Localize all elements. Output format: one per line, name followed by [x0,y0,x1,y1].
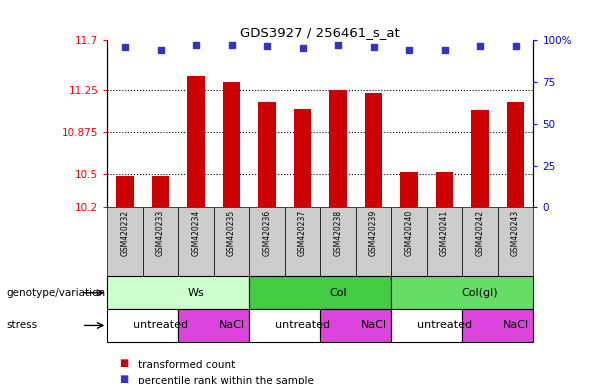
Text: NaCl: NaCl [503,320,528,331]
Bar [178,207,214,276]
Bar [249,309,321,342]
Text: GSM420233: GSM420233 [156,209,165,256]
Text: Col(gl): Col(gl) [462,288,498,298]
Text: GSM420239: GSM420239 [369,209,378,256]
Text: genotype/variation: genotype/variation [6,288,105,298]
Text: untreated: untreated [275,320,330,331]
Bar [294,109,311,207]
Text: GSM420240: GSM420240 [405,209,414,256]
Bar [321,309,391,342]
Text: NaCl: NaCl [360,320,387,331]
Text: Ws: Ws [188,288,204,298]
Bar [107,309,178,342]
Bar [498,207,533,276]
Bar [258,101,276,207]
Bar [249,207,285,276]
Bar [427,207,462,276]
Bar [151,176,169,207]
Text: untreated: untreated [417,320,472,331]
Text: GSM420241: GSM420241 [440,209,449,256]
Bar [107,276,249,309]
Text: percentile rank within the sample: percentile rank within the sample [138,376,314,384]
Bar [462,309,533,342]
Text: GSM420238: GSM420238 [333,209,343,256]
Title: GDS3927 / 256461_s_at: GDS3927 / 256461_s_at [240,26,400,39]
Bar [116,176,134,207]
Bar [223,81,240,207]
Bar [178,309,249,342]
Bar [285,207,321,276]
Text: GSM420232: GSM420232 [121,209,129,256]
Bar [391,276,533,309]
Bar [436,172,454,207]
Bar [214,207,249,276]
Bar [249,276,391,309]
Text: GSM420243: GSM420243 [511,209,520,256]
Bar [107,207,143,276]
Bar [400,172,418,207]
Text: transformed count: transformed count [138,360,235,370]
Text: ■: ■ [120,374,129,384]
Text: ■: ■ [120,358,129,368]
Text: NaCl: NaCl [218,320,245,331]
Bar [143,207,178,276]
Text: GSM420235: GSM420235 [227,209,236,256]
Bar [391,207,427,276]
Bar [391,309,462,342]
Bar [321,207,356,276]
Text: GSM420236: GSM420236 [262,209,272,256]
Bar [462,207,498,276]
Bar [329,90,347,207]
Text: GSM420242: GSM420242 [476,209,484,256]
Text: stress: stress [6,320,37,331]
Text: GSM420237: GSM420237 [298,209,307,256]
Bar [187,76,205,207]
Bar [507,101,525,207]
Text: untreated: untreated [133,320,188,331]
Bar [365,93,383,207]
Text: GSM420234: GSM420234 [191,209,200,256]
Bar [471,111,489,207]
Text: Col: Col [329,288,347,298]
Bar [356,207,391,276]
